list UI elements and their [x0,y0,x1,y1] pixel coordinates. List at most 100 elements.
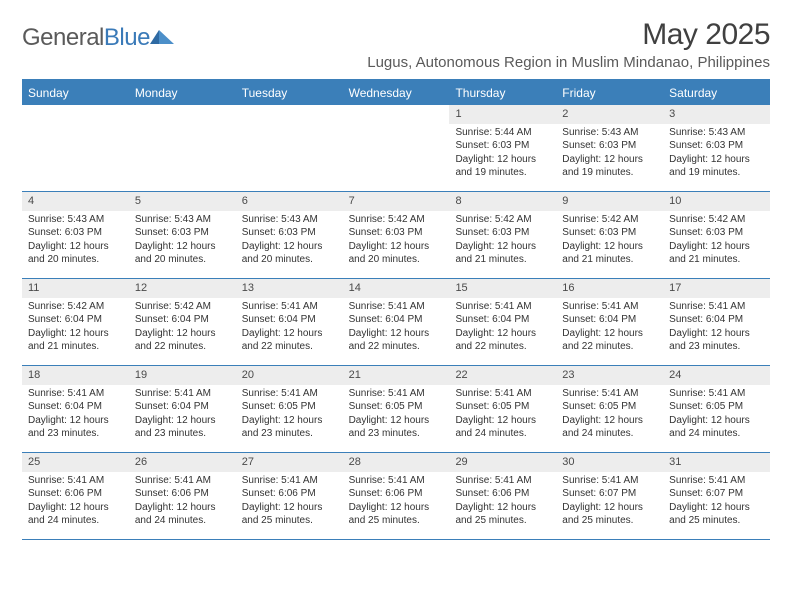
daylight-line1: Daylight: 12 hours [135,240,230,254]
sunset-text: Sunset: 6:05 PM [455,400,550,414]
day-body: Sunrise: 5:41 AMSunset: 6:06 PMDaylight:… [129,472,236,531]
day-number: 4 [22,192,129,211]
sunset-text: Sunset: 6:04 PM [135,313,230,327]
day-number: 17 [663,279,770,298]
day-number: 15 [449,279,556,298]
day-cell: 9Sunrise: 5:42 AMSunset: 6:03 PMDaylight… [556,192,663,278]
daylight-line1: Daylight: 12 hours [242,327,337,341]
sunrise-text: Sunrise: 5:41 AM [669,387,764,401]
day-number: 7 [343,192,450,211]
daylight-line2: and 20 minutes. [135,253,230,267]
day-body: Sunrise: 5:42 AMSunset: 6:03 PMDaylight:… [556,211,663,270]
day-number: 12 [129,279,236,298]
day-cell: 1Sunrise: 5:44 AMSunset: 6:03 PMDaylight… [449,105,556,191]
sunset-text: Sunset: 6:03 PM [669,226,764,240]
day-cell: 11Sunrise: 5:42 AMSunset: 6:04 PMDayligh… [22,279,129,365]
sunset-text: Sunset: 6:03 PM [562,226,657,240]
day-cell: 15Sunrise: 5:41 AMSunset: 6:04 PMDayligh… [449,279,556,365]
day-cell: 31Sunrise: 5:41 AMSunset: 6:07 PMDayligh… [663,453,770,539]
daylight-line2: and 19 minutes. [455,166,550,180]
location-subtitle: Lugus, Autonomous Region in Muslim Minda… [367,54,770,71]
sunset-text: Sunset: 6:03 PM [562,139,657,153]
daylight-line2: and 25 minutes. [562,514,657,528]
daylight-line2: and 24 minutes. [669,427,764,441]
day-body: Sunrise: 5:41 AMSunset: 6:04 PMDaylight:… [236,298,343,357]
day-cell: 17Sunrise: 5:41 AMSunset: 6:04 PMDayligh… [663,279,770,365]
day-cell [129,105,236,191]
sunrise-text: Sunrise: 5:41 AM [349,300,444,314]
sunrise-text: Sunrise: 5:43 AM [28,213,123,227]
day-cell: 12 Sunrise: 5:42 AMSunset: 6:04 PMDayligh… [129,279,236,365]
day-cell: 29Sunrise: 5:41 AMSunset: 6:06 PMDayligh… [449,453,556,539]
daylight-line1: Daylight: 12 hours [28,501,123,515]
sunrise-text: Sunrise: 5:42 AM [135,300,230,314]
sunrise-text: Sunrise: 5:42 AM [669,213,764,227]
sunset-text: Sunset: 6:07 PM [669,487,764,501]
daylight-line2: and 25 minutes. [349,514,444,528]
sunset-text: Sunset: 6:03 PM [28,226,123,240]
daylight-line2: and 20 minutes. [349,253,444,267]
sunset-text: Sunset: 6:04 PM [349,313,444,327]
daylight-line2: and 25 minutes. [455,514,550,528]
day-cell: 3Sunrise: 5:43 AMSunset: 6:03 PMDaylight… [663,105,770,191]
day-number: 29 [449,453,556,472]
weekday-header: Saturday [663,81,770,105]
day-cell: 14Sunrise: 5:41 AMSunset: 6:04 PMDayligh… [343,279,450,365]
day-number: 11 [22,279,129,298]
sunset-text: Sunset: 6:04 PM [242,313,337,327]
daylight-line1: Daylight: 12 hours [349,501,444,515]
day-body: Sunrise: 5:41 AMSunset: 6:05 PMDaylight:… [343,385,450,444]
day-body: Sunrise: 5:41 AMSunset: 6:04 PMDaylight:… [129,385,236,444]
week-row: 1Sunrise: 5:44 AMSunset: 6:03 PMDaylight… [22,105,770,192]
day-body: Sunrise: 5:41 AMSunset: 6:05 PMDaylight:… [236,385,343,444]
day-number: 14 [343,279,450,298]
day-body: Sunrise: 5:41 AMSunset: 6:04 PMDaylight:… [556,298,663,357]
sunset-text: Sunset: 6:04 PM [455,313,550,327]
day-body: Sunrise: 5:41 AMSunset: 6:04 PMDaylight:… [663,298,770,357]
daylight-line1: Daylight: 12 hours [242,414,337,428]
daylight-line1: Daylight: 12 hours [242,501,337,515]
sunset-text: Sunset: 6:06 PM [455,487,550,501]
day-cell: 30Sunrise: 5:41 AMSunset: 6:07 PMDayligh… [556,453,663,539]
calendar-grid: SundayMondayTuesdayWednesdayThursdayFrid… [22,79,770,540]
day-cell [343,105,450,191]
day-number [22,105,129,124]
sunrise-text: Sunrise: 5:42 AM [562,213,657,227]
daylight-line2: and 22 minutes. [349,340,444,354]
daylight-line2: and 24 minutes. [135,514,230,528]
sunrise-text: Sunrise: 5:43 AM [135,213,230,227]
sunrise-text: Sunrise: 5:41 AM [349,474,444,488]
daylight-line1: Daylight: 12 hours [455,240,550,254]
sunrise-text: Sunrise: 5:41 AM [28,474,123,488]
daylight-line2: and 24 minutes. [562,427,657,441]
day-cell: 5Sunrise: 5:43 AMSunset: 6:03 PMDaylight… [129,192,236,278]
day-cell: 2Sunrise: 5:43 AMSunset: 6:03 PMDaylight… [556,105,663,191]
daylight-line2: and 24 minutes. [455,427,550,441]
daylight-line2: and 21 minutes. [455,253,550,267]
daylight-line1: Daylight: 12 hours [135,327,230,341]
day-body: Sunrise: 5:43 AMSunset: 6:03 PMDaylight:… [663,124,770,183]
day-body: Sunrise: 5:41 AMSunset: 6:06 PMDaylight:… [236,472,343,531]
daylight-line1: Daylight: 12 hours [28,327,123,341]
sunset-text: Sunset: 6:03 PM [242,226,337,240]
day-number: 30 [556,453,663,472]
sunset-text: Sunset: 6:06 PM [349,487,444,501]
week-row: 18Sunrise: 5:41 AMSunset: 6:04 PMDayligh… [22,366,770,453]
sunset-text: Sunset: 6:04 PM [28,313,123,327]
daylight-line2: and 25 minutes. [669,514,764,528]
day-number: 31 [663,453,770,472]
weeks-container: 1Sunrise: 5:44 AMSunset: 6:03 PMDaylight… [22,105,770,540]
day-cell: 26Sunrise: 5:41 AMSunset: 6:06 PMDayligh… [129,453,236,539]
day-body: Sunrise: 5:41 AMSunset: 6:05 PMDaylight:… [663,385,770,444]
week-row: 25Sunrise: 5:41 AMSunset: 6:06 PMDayligh… [22,453,770,540]
day-cell [22,105,129,191]
sunset-text: Sunset: 6:06 PM [28,487,123,501]
day-cell: 28Sunrise: 5:41 AMSunset: 6:06 PMDayligh… [343,453,450,539]
daylight-line2: and 20 minutes. [28,253,123,267]
daylight-line1: Daylight: 12 hours [562,501,657,515]
daylight-line2: and 23 minutes. [242,427,337,441]
daylight-line1: Daylight: 12 hours [28,240,123,254]
daylight-line1: Daylight: 12 hours [349,240,444,254]
sunset-text: Sunset: 6:06 PM [242,487,337,501]
day-cell: 6Sunrise: 5:43 AMSunset: 6:03 PMDaylight… [236,192,343,278]
